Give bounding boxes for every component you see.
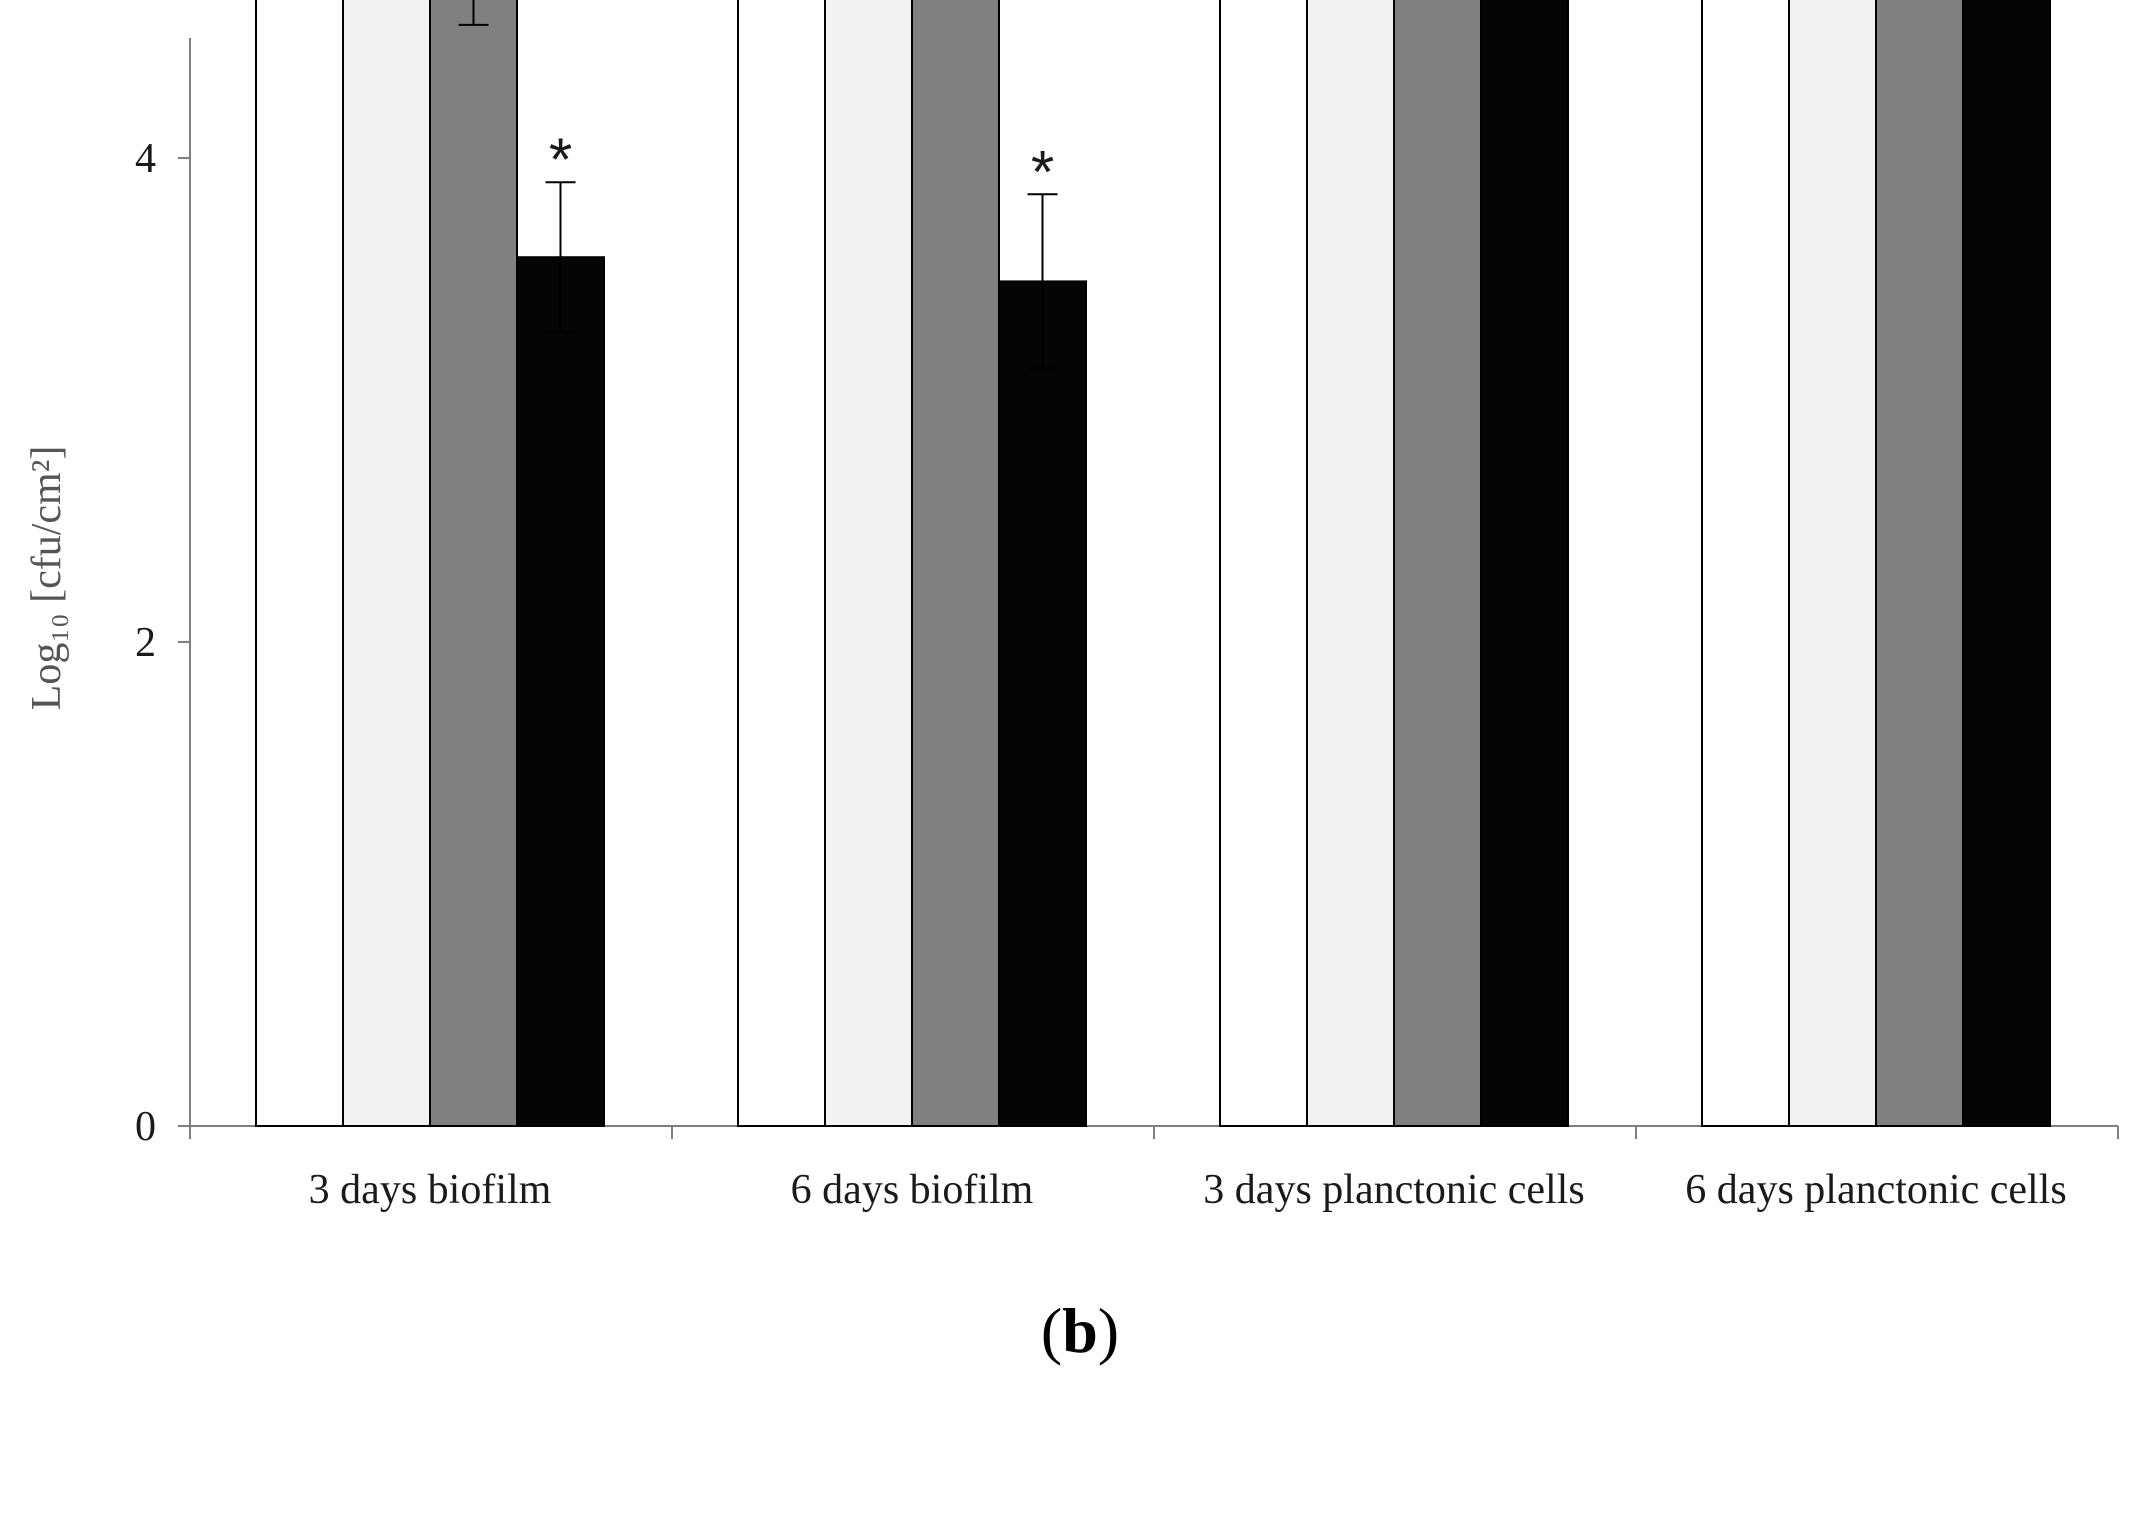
- bar: [1788, 0, 1877, 1127]
- bar: [911, 0, 1000, 1127]
- bar: [429, 0, 518, 1127]
- y-tick-label: 2: [135, 620, 156, 666]
- bar: [1701, 0, 1790, 1127]
- bar: [516, 256, 605, 1128]
- y-tick-label: 4: [135, 136, 156, 182]
- bar: [737, 0, 826, 1127]
- bar: [1393, 0, 1482, 1127]
- y-axis: 02468: [135, 38, 191, 1150]
- bar-series-group: [255, 0, 2051, 1128]
- x-tick-label: 3 days planctonic cells: [1203, 1167, 1584, 1213]
- bar: [1480, 0, 1569, 1128]
- bar: [1875, 0, 1964, 1127]
- panel-label: (b): [1041, 1295, 1119, 1366]
- bar: [1219, 0, 1308, 1128]
- bar: [998, 280, 1087, 1128]
- x-axis: 3 days biofilm 6 days biofilm 3 days planc…: [189, 1125, 2119, 1213]
- y-tick-label: 0: [135, 1104, 156, 1150]
- panel-label-letter: b: [1062, 1295, 1098, 1366]
- significance-asterisk: *: [1031, 138, 1054, 205]
- bar: [824, 0, 913, 1127]
- panel-label-close: ): [1098, 1295, 1119, 1366]
- panel-label-open: (: [1041, 1295, 1062, 1366]
- bar: [1306, 0, 1395, 1127]
- bar: [342, 0, 431, 1128]
- significance-marker-group: *******: [549, 126, 1054, 205]
- error-bar-group: [458, 0, 1058, 370]
- significance-asterisk: *: [549, 126, 572, 193]
- y-axis-label: Log₁₀ [cfu/cm²]: [24, 446, 70, 711]
- x-tick-label: 6 days planctonic cells: [1685, 1167, 2066, 1213]
- bar: [255, 0, 344, 1127]
- x-tick-label: 3 days biofilm: [309, 1167, 552, 1213]
- x-tick-label: 6 days biofilm: [791, 1167, 1034, 1213]
- bar: [1962, 0, 2051, 1127]
